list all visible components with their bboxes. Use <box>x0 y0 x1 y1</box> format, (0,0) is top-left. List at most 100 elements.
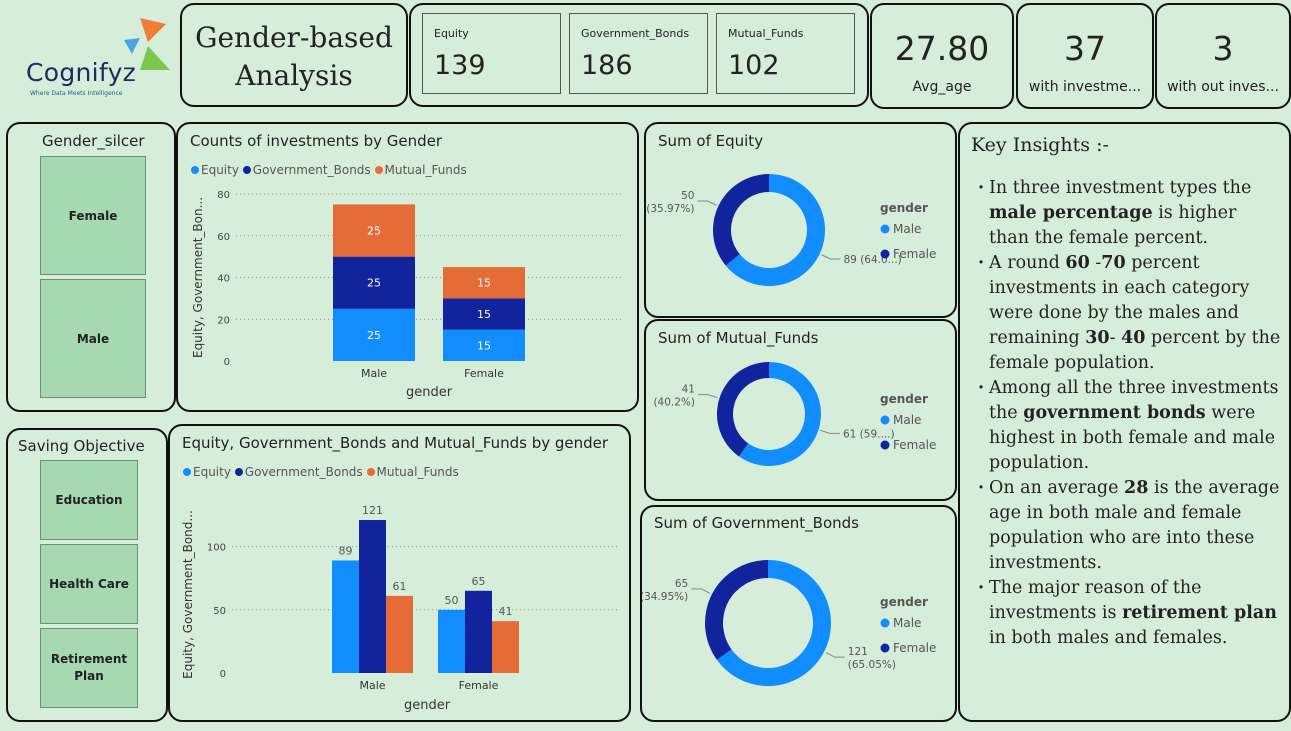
stacked-chart-card[interactable]: Counts of investments by Gender Equity G… <box>176 122 639 412</box>
clustered-bar-chart[interactable]: 0 50 100 Equity, Government_Bond... 89 121 61 M… <box>170 426 628 719</box>
legend-dot-male <box>881 416 890 425</box>
page-title-line1: Gender-based <box>182 19 406 57</box>
legend-title: gender <box>880 201 928 215</box>
kpi-mutual-funds-label: Mutual_Funds <box>728 27 803 40</box>
legend-dot-female <box>881 644 890 653</box>
y-tick-label: 20 <box>217 315 230 326</box>
y-axis-title: Equity, Government_Bond... <box>181 510 195 679</box>
x-tick-label: Female <box>464 367 504 380</box>
slicer-option-retirement-plan[interactable]: Retirement Plan <box>40 628 138 708</box>
legend-title: gender <box>880 595 928 609</box>
y-axis-title: Equity, Government_Bon... <box>191 197 205 358</box>
without-investment-card[interactable]: 3 with out inves... <box>1155 3 1291 109</box>
saving-objective-slicer-card: Saving Objective Education Health Care R… <box>6 428 168 722</box>
with-investment-card[interactable]: 37 with investme... <box>1016 3 1154 109</box>
key-insights-title: Key Insights :- <box>971 134 1109 156</box>
data-label: 65 <box>675 578 688 590</box>
insight-item: In three investment types the male perce… <box>978 176 1281 251</box>
page-title-line2: Analysis <box>182 57 406 95</box>
leader-line <box>826 653 845 658</box>
y-tick-label: 100 <box>207 543 226 554</box>
legend-dot-male <box>881 225 890 234</box>
kpi-equity-label: Equity <box>434 27 469 40</box>
legend-title: gender <box>880 392 928 406</box>
gender-slicer-title: Gender_silcer <box>42 132 145 150</box>
slice-female[interactable] <box>713 174 769 266</box>
data-label: 61 <box>393 580 407 593</box>
legend-label-male[interactable]: Male <box>893 222 921 236</box>
legend-label-female[interactable]: Female <box>893 247 936 261</box>
slice-female[interactable] <box>705 560 768 660</box>
bar-government-bonds-male[interactable] <box>359 520 386 673</box>
y-tick-label: 40 <box>217 274 230 285</box>
data-label: (40.2%) <box>653 397 695 409</box>
bar-government-bonds-female[interactable] <box>465 591 492 673</box>
leader-line <box>820 430 840 433</box>
kpi-mutual-funds[interactable]: Mutual_Funds 102 <box>716 13 855 94</box>
avg-age-value: 27.80 <box>872 29 1012 68</box>
legend-label-female[interactable]: Female <box>893 641 936 655</box>
slicer-option-female[interactable]: Female <box>40 156 146 275</box>
donut-government-bonds-card[interactable]: Sum of Government_Bonds 121 (65.05%) 65 (34… <box>640 505 957 722</box>
kpi-government-bonds-label: Government_Bonds <box>581 27 689 40</box>
data-label: 89 <box>339 544 353 557</box>
data-label: 61 (59....) <box>843 428 895 440</box>
kpi-government-bonds[interactable]: Government_Bonds 186 <box>569 13 708 94</box>
legend-label-female[interactable]: Female <box>893 438 936 452</box>
legend-dot-male <box>881 619 890 628</box>
leader-line <box>691 589 710 594</box>
x-tick-label: Female <box>459 679 499 692</box>
x-tick-label: Male <box>361 367 387 380</box>
bar-mutual-funds-male[interactable] <box>386 596 413 673</box>
data-label: 50 <box>681 190 694 202</box>
data-label: 25 <box>367 225 381 238</box>
x-tick-label: Male <box>359 679 385 692</box>
bar-equity-male[interactable] <box>332 560 359 673</box>
donut-government-bonds-chart[interactable]: 121(65.05%) 65(34.95%) gender Male Female <box>642 507 954 719</box>
bar-mutual-funds-female[interactable] <box>492 621 519 673</box>
gender-slicer-card: Gender_silcer Female Male <box>6 122 176 412</box>
avg-age-caption: Avg_age <box>872 79 1012 95</box>
stacked-bar-chart[interactable]: 0 20 40 60 80 Equity, Government_Bon... 25 25 25… <box>178 124 636 409</box>
data-label: 15 <box>477 277 491 290</box>
leader-line <box>821 255 840 259</box>
kpi-group-card: Equity 139 Government_Bonds 186 Mutual_F… <box>409 3 869 107</box>
data-label: (34.95%) <box>642 591 688 603</box>
key-insights-card: Key Insights :- In three investment type… <box>958 122 1291 722</box>
slice-female[interactable] <box>717 362 769 456</box>
insight-item: The major reason of the investments is r… <box>978 576 1281 651</box>
donut-mutual-funds-card[interactable]: Sum of Mutual_Funds 61 (59....) 41 (40.2%)… <box>644 319 957 501</box>
kpi-mutual-funds-value: 102 <box>728 50 780 81</box>
brand-name: Cognifyz <box>26 58 136 87</box>
leader-line <box>698 395 718 398</box>
bar-equity-female[interactable] <box>438 610 465 673</box>
kpi-equity-value: 139 <box>434 50 486 81</box>
with-investment-value: 37 <box>1018 29 1152 68</box>
y-tick-label: 60 <box>217 232 230 243</box>
without-investment-value: 3 <box>1157 29 1289 68</box>
saving-objective-title: Saving Objective <box>18 437 145 455</box>
brand-tagline: Where Data Meets Intelligence <box>30 90 122 97</box>
kpi-equity[interactable]: Equity 139 <box>422 13 561 94</box>
donut-mutual-funds-chart[interactable]: 61 (59....) 41(40.2%) gender Male Female <box>646 321 954 498</box>
y-tick-label: 0 <box>224 357 230 368</box>
avg-age-card[interactable]: 27.80 Avg_age <box>870 3 1014 109</box>
x-axis-title: gender <box>404 698 451 713</box>
legend-dot-female <box>881 441 890 450</box>
y-tick-label: 50 <box>213 606 226 617</box>
data-label: 121 <box>362 504 383 517</box>
data-label: 25 <box>367 329 381 342</box>
x-axis-title: gender <box>406 385 453 400</box>
slicer-option-health-care[interactable]: Health Care <box>40 544 138 624</box>
insight-item: Among all the three investments the gove… <box>978 376 1281 476</box>
slicer-option-male[interactable]: Male <box>40 279 146 398</box>
without-investment-caption: with out inves... <box>1157 79 1289 95</box>
donut-equity-card[interactable]: Sum of Equity 89 (64.0...) 50 (35.97%) gend… <box>644 122 957 318</box>
brand-logo: Cognifyz Where Data Meets Intelligence <box>8 10 174 110</box>
slicer-option-education[interactable]: Education <box>40 460 138 540</box>
clustered-chart-card[interactable]: Equity, Government_Bonds and Mutual_Fund… <box>168 424 631 722</box>
data-label: 65 <box>472 575 486 588</box>
legend-label-male[interactable]: Male <box>893 616 921 630</box>
legend-label-male[interactable]: Male <box>893 413 921 427</box>
